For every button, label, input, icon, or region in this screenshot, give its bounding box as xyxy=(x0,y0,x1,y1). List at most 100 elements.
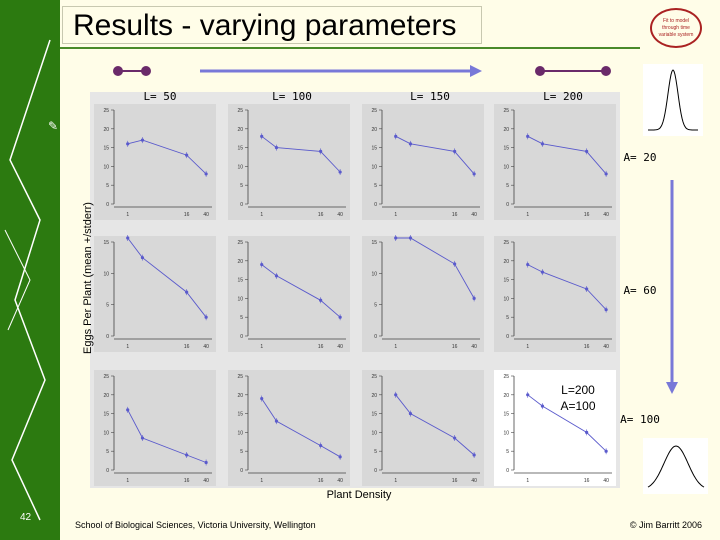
panel-x-tick-label: 40 xyxy=(337,212,343,218)
panel-y-tick-label: 0 xyxy=(374,334,377,340)
narrow-distribution-curve xyxy=(648,69,698,131)
data-point xyxy=(204,460,208,465)
panel-r0-c1: 0 5 10 15 20 25 1 16 40 xyxy=(228,104,350,220)
sidebar-decoration xyxy=(0,0,60,540)
panel-y-tick-label: 15 xyxy=(503,412,509,418)
data-point xyxy=(604,308,608,312)
data-point xyxy=(526,393,530,397)
page-title: Results - varying parameters xyxy=(62,6,482,44)
panel-r0-c3: 0 5 10 15 20 25 1 16 40 xyxy=(494,104,616,220)
column-label-2: L= 150 xyxy=(410,90,450,103)
row-label-2: A= 100 xyxy=(620,413,660,426)
data-point xyxy=(260,396,264,401)
data-point xyxy=(526,262,530,267)
panel-y-tick-label: 0 xyxy=(106,334,109,340)
panel-y-tick-label: 20 xyxy=(503,127,509,133)
panel-x-tick-label: 40 xyxy=(603,212,609,218)
data-point xyxy=(394,393,398,397)
panel-y-tick-label: 15 xyxy=(371,146,377,152)
data-point xyxy=(472,172,476,176)
row-label-0: A= 20 xyxy=(623,151,656,164)
panel-background xyxy=(494,370,616,486)
panel-y-tick-label: 25 xyxy=(103,108,109,114)
panel-x-tick-label: 16 xyxy=(318,344,324,350)
data-point xyxy=(540,404,545,408)
panel-background xyxy=(362,236,484,352)
data-point xyxy=(472,296,476,300)
series-line xyxy=(127,237,207,318)
wide-distribution-bg xyxy=(643,438,708,494)
panel-y-tick-label: 10 xyxy=(103,430,109,436)
panel-x-tick-label: 16 xyxy=(184,344,190,350)
panel-x-tick-label: 16 xyxy=(318,478,324,484)
panel-x-tick-label: 40 xyxy=(471,478,477,484)
panel-background xyxy=(94,236,216,352)
panel-y-tick-label: 10 xyxy=(503,430,509,436)
data-point xyxy=(394,236,398,240)
panel-y-tick-label: 0 xyxy=(106,202,109,208)
column-label-1: L= 100 xyxy=(272,90,312,103)
series-line xyxy=(395,394,475,456)
panel-y-tick-label: 20 xyxy=(237,127,243,133)
data-point xyxy=(274,146,279,150)
panel-y-tick-label: 10 xyxy=(237,164,243,170)
series-line xyxy=(261,264,341,318)
panel-y-tick-label: 20 xyxy=(103,127,109,133)
data-point xyxy=(540,270,545,274)
panel-y-tick-label: 0 xyxy=(240,334,243,340)
panel-y-tick-label: 10 xyxy=(237,430,243,436)
arrow-head-length xyxy=(470,65,482,77)
panel-y-tick-label: 0 xyxy=(506,334,509,340)
data-point xyxy=(126,236,130,240)
panel-y-tick-label: 5 xyxy=(240,183,243,189)
panel-y-tick-label: 15 xyxy=(371,412,377,418)
panel-y-tick-label: 15 xyxy=(103,146,109,152)
narrow-distribution-icon xyxy=(643,64,703,136)
panel-y-tick-label: 10 xyxy=(237,296,243,302)
panel-y-tick-label: 25 xyxy=(503,240,509,246)
panel-x-tick-label: 16 xyxy=(184,212,190,218)
panel-y-tick-label: 10 xyxy=(371,430,377,436)
column-label-0: L= 50 xyxy=(143,90,176,103)
panel-x-tick-label: 40 xyxy=(603,478,609,484)
panel-y-tick-label: 25 xyxy=(503,108,509,114)
data-point xyxy=(126,142,130,146)
narrow-distribution-bg xyxy=(643,64,703,136)
panel-background xyxy=(228,236,350,352)
footer-copyright: © Jim Barritt 2006 xyxy=(629,520,702,530)
series-line xyxy=(395,135,475,175)
panel-y-tick-label: 25 xyxy=(503,374,509,380)
panel-y-tick-label: 5 xyxy=(106,449,109,455)
x-axis-title: Plant Density xyxy=(327,489,392,501)
data-point xyxy=(585,287,589,291)
panel-x-tick-label: 16 xyxy=(318,212,324,218)
panel-x-tick-label: 1 xyxy=(526,478,529,484)
panel-y-tick-label: 10 xyxy=(503,296,509,302)
panel-y-tick-label: 15 xyxy=(237,412,243,418)
data-point xyxy=(394,134,398,138)
panel-background xyxy=(494,236,616,352)
series-line xyxy=(527,394,607,452)
series-line xyxy=(127,409,207,463)
panel-y-tick-label: 25 xyxy=(371,374,377,380)
panel-x-tick-label: 1 xyxy=(394,212,397,218)
panel-x-tick-label: 16 xyxy=(584,478,590,484)
panel-y-tick-label: 5 xyxy=(506,449,509,455)
series-line xyxy=(527,135,607,175)
panel-y-tick-label: 10 xyxy=(371,164,377,170)
row-label-1: A= 60 xyxy=(623,284,656,297)
dumbbell-end xyxy=(601,66,611,76)
series-line xyxy=(127,139,207,175)
data-point xyxy=(585,430,589,434)
sidebar-zigzag xyxy=(4,39,51,521)
panel-x-tick-label: 16 xyxy=(452,212,458,218)
panel-x-tick-label: 40 xyxy=(337,344,343,350)
panel-y-tick-label: 20 xyxy=(503,393,509,399)
panel-r2-c1: 0 5 10 15 20 25 1 16 40 xyxy=(228,370,350,486)
panel-y-tick-label: 20 xyxy=(237,393,243,399)
data-point xyxy=(540,142,545,146)
data-point xyxy=(408,236,413,240)
panel-x-tick-label: 16 xyxy=(184,478,190,484)
data-point xyxy=(274,274,279,278)
data-point xyxy=(338,170,342,174)
